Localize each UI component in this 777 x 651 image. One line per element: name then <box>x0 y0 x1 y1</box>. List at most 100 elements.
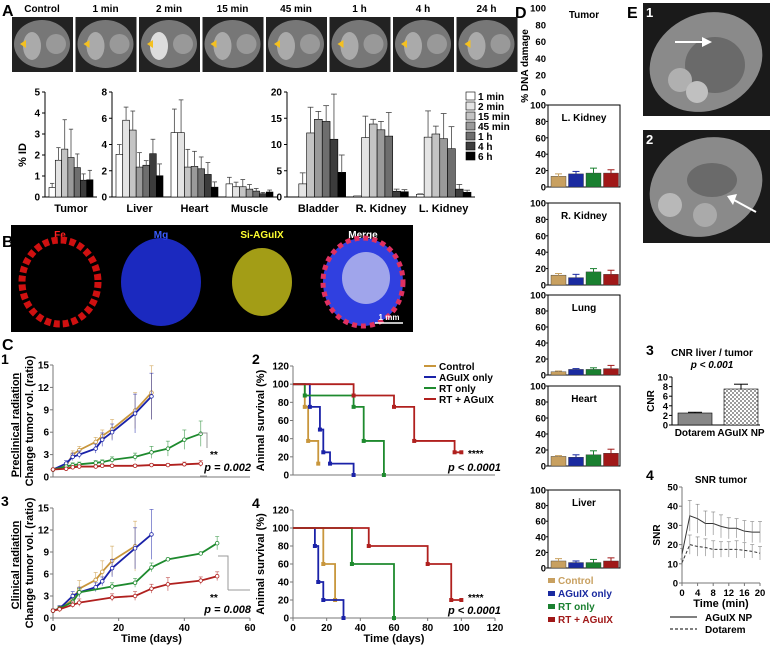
data-point <box>381 473 386 477</box>
y-tick-label: 0 <box>541 88 546 99</box>
category-label: Muscle <box>231 203 268 215</box>
bar <box>361 137 370 198</box>
thumb-organ <box>173 34 193 54</box>
y-tick-label: 80 <box>535 398 546 409</box>
thumb-organ <box>363 34 384 54</box>
biodistribution-bar-chart: 0 1 2 3 4 5 Tumor 0 2 4 6 8 Liver Heart Muscle 0 5 10 15 20… <box>34 88 475 215</box>
y-tick-label: 0 <box>101 193 107 204</box>
x-tick-label: 12 <box>724 588 735 599</box>
image-2-label: 2 <box>646 132 653 147</box>
bar <box>142 164 150 198</box>
category-label: AGuIX NP <box>717 428 765 439</box>
legend-label: 1 min <box>478 92 504 103</box>
bar <box>337 172 346 198</box>
data-point <box>307 404 312 409</box>
data-point <box>132 411 138 416</box>
y-tick-label: 60 <box>535 231 546 242</box>
y-tick-label: 0 <box>541 183 546 194</box>
mri-thumbnail <box>139 17 200 72</box>
y-tick-label: 6 <box>101 114 107 125</box>
y-axis-label: Animal survival (%) <box>255 513 267 615</box>
timepoint-label: 45 min <box>280 4 312 15</box>
y-tick-label: 80 <box>535 215 546 226</box>
category-label: L. Kidney <box>419 203 469 215</box>
data-point <box>132 593 138 599</box>
legend-label: 1 h <box>478 132 492 143</box>
x-tick-label: 80 <box>422 623 434 634</box>
data-point <box>366 544 371 548</box>
y-tick-label: 20 <box>535 264 546 275</box>
x-tick-label: 60 <box>388 623 400 634</box>
fe-map <box>18 236 102 328</box>
thumb-organ <box>23 32 41 60</box>
d-legend: Control AGuIX only RT only RT + AGuIX <box>548 576 613 626</box>
data-point <box>459 450 464 455</box>
bar <box>447 148 456 198</box>
bar <box>376 129 386 198</box>
dna-damage-chart: 0 20 40 60 80 100 Heart <box>530 382 621 473</box>
dna-damage-chart: 0 20 40 60 80 100 Lung <box>530 291 621 382</box>
mri-thumbnail <box>329 17 391 72</box>
thumb-organ <box>150 32 168 60</box>
legend-label: RT + AGuIX <box>558 615 613 626</box>
legend-label: 6 h <box>478 152 492 163</box>
bar <box>400 191 409 198</box>
arrow-icon <box>20 40 26 48</box>
thumb-organ <box>340 32 359 60</box>
thumb-organ <box>236 34 257 54</box>
data-point <box>100 463 105 468</box>
legend-swatch <box>465 121 476 131</box>
bar <box>80 179 88 198</box>
chart-frame <box>547 489 621 569</box>
bar <box>204 174 212 198</box>
y-tick-label: 20 <box>535 355 546 366</box>
data-point <box>425 562 430 566</box>
chart-c4-survival-clinical: 0 20 40 60 80 100 120 0 20 40 60 80 100 120 Time (days… <box>255 506 504 646</box>
arrow-icon <box>337 40 344 48</box>
bar <box>239 186 247 198</box>
timepoint-label: 4 h <box>416 4 430 15</box>
y-tick-label: 8 <box>663 382 668 393</box>
y-tick-label: 0 <box>541 564 546 575</box>
scale-bar-label: 1 mm <box>379 313 400 322</box>
y-tick-label: 100 <box>272 524 289 535</box>
y-tick-label: 40 <box>278 434 290 445</box>
data-point <box>459 598 464 602</box>
data-point <box>77 464 82 469</box>
y-tick-label: 100 <box>530 382 546 393</box>
arrow-icon <box>274 40 280 48</box>
y-tick-label: 120 <box>272 506 289 517</box>
y-tick-label: 60 <box>278 560 290 571</box>
data-point <box>63 466 69 471</box>
series-line <box>293 527 462 601</box>
thumb-organ <box>427 34 447 54</box>
y-tick-label: 5 <box>276 166 282 177</box>
data-point <box>70 454 75 460</box>
bar <box>603 368 619 376</box>
legend-swatch <box>548 617 555 622</box>
y-tick-label: 15 <box>38 504 50 515</box>
panel-label-c2: 2 <box>252 351 260 367</box>
legend-label: 4 h <box>478 142 492 153</box>
data-point <box>149 462 154 468</box>
legend-swatch <box>548 578 555 583</box>
x-tick-label: 100 <box>453 623 470 634</box>
data-point <box>100 569 105 574</box>
y-tick-label: 5 <box>34 88 40 99</box>
x-axis-label: Time (days) <box>364 633 425 645</box>
y-tick-label: 100 <box>530 486 546 497</box>
bar <box>550 560 567 569</box>
data-point <box>392 404 396 409</box>
merge-map <box>320 235 406 329</box>
panel-label-e3: 3 <box>646 342 654 358</box>
data-point <box>149 586 154 591</box>
y-tick-label: 3 <box>34 130 40 141</box>
y-tick-label: 3 <box>43 592 49 603</box>
bar <box>550 274 567 286</box>
data-point <box>412 438 417 443</box>
bar <box>190 166 199 198</box>
bar <box>353 195 362 198</box>
y-tick-label: 4 <box>101 140 107 151</box>
bar <box>67 157 75 198</box>
bar <box>550 176 567 188</box>
